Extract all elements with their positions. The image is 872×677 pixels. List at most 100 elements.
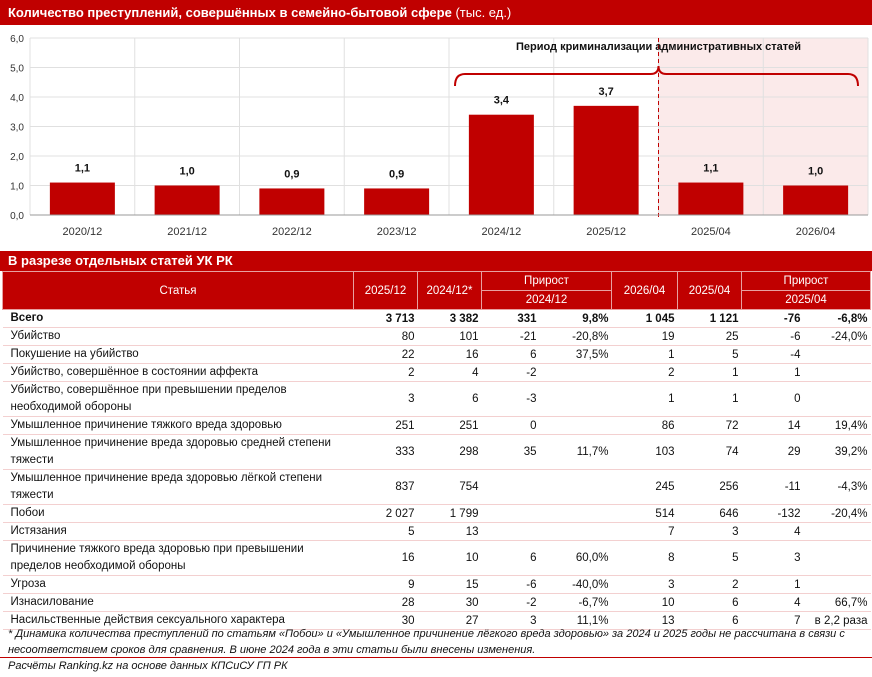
col-article: Статья bbox=[2, 271, 354, 310]
row-value-c: 6 bbox=[481, 345, 540, 364]
chart-title-unit: (тыс. ед.) bbox=[455, 5, 512, 20]
table-row: Убийство, совершённое при превышении пре… bbox=[2, 381, 871, 417]
row-value-e: 86 bbox=[611, 416, 678, 435]
col-growth-2-base: 2025/04 bbox=[741, 290, 871, 310]
row-value-e: 19 bbox=[611, 327, 678, 346]
row-value-g: -4 bbox=[741, 345, 804, 364]
row-value-b: 15 bbox=[417, 575, 482, 594]
row-value-d bbox=[539, 363, 612, 382]
row-value-e: 13 bbox=[611, 611, 678, 630]
row-value-g: 4 bbox=[741, 593, 804, 612]
row-value-d: -40,0% bbox=[539, 575, 612, 594]
row-value-g: 7 bbox=[741, 611, 804, 630]
x-tick-label: 2026/04 bbox=[796, 226, 836, 238]
row-value-f: 646 bbox=[677, 504, 742, 523]
row-value-a: 30 bbox=[353, 611, 418, 630]
row-value-d bbox=[539, 522, 612, 541]
row-value-f: 25 bbox=[677, 327, 742, 346]
y-tick-label: 5,0 bbox=[10, 64, 24, 75]
table-row: Угроза 9 15 -6 -40,0% 3 2 1 bbox=[2, 575, 871, 594]
bar-value-label: 3,4 bbox=[494, 95, 510, 107]
row-value-g: 14 bbox=[741, 416, 804, 435]
row-value-g: 3 bbox=[741, 540, 804, 576]
row-value-h bbox=[803, 540, 871, 576]
row-value-b: 3 382 bbox=[417, 309, 482, 328]
y-tick-label: 1,0 bbox=[10, 182, 24, 193]
x-tick-label: 2024/12 bbox=[481, 226, 521, 238]
table-row: Изнасилование 28 30 -2 -6,7% 10 6 4 66,7% bbox=[2, 593, 871, 612]
table-row: Побои 2 027 1 799 514 646 -132 -20,4% bbox=[2, 504, 871, 523]
row-value-g: 4 bbox=[741, 522, 804, 541]
row-article-name: Причинение тяжкого вреда здоровью при пр… bbox=[2, 540, 354, 576]
row-value-g: -6 bbox=[741, 327, 804, 346]
row-value-b: 298 bbox=[417, 434, 482, 470]
row-value-b: 101 bbox=[417, 327, 482, 346]
row-value-b: 4 bbox=[417, 363, 482, 382]
row-value-e: 7 bbox=[611, 522, 678, 541]
row-value-d: 9,8% bbox=[539, 309, 612, 328]
row-value-d bbox=[539, 381, 612, 417]
row-value-c: 35 bbox=[481, 434, 540, 470]
row-article-name: Угроза bbox=[2, 575, 354, 594]
table-title: В разрезе отдельных статей УК РК bbox=[8, 253, 233, 268]
col-growth-1: Прирост bbox=[481, 271, 612, 291]
row-article-name: Покушение на убийство bbox=[2, 345, 354, 364]
bar-value-label: 0,9 bbox=[284, 168, 299, 180]
row-value-e: 10 bbox=[611, 593, 678, 612]
row-value-e: 2 bbox=[611, 363, 678, 382]
row-value-e: 1 bbox=[611, 381, 678, 417]
row-value-g: -11 bbox=[741, 469, 804, 505]
row-value-b: 754 bbox=[417, 469, 482, 505]
chart-title: Количество преступлений, совершённых в с… bbox=[8, 5, 452, 20]
row-value-c: -21 bbox=[481, 327, 540, 346]
row-value-b: 10 bbox=[417, 540, 482, 576]
row-value-h: -4,3% bbox=[803, 469, 871, 505]
col-growth-1-base: 2024/12 bbox=[481, 290, 612, 310]
bar-value-label: 3,7 bbox=[598, 86, 613, 98]
row-article-name: Истязания bbox=[2, 522, 354, 541]
row-value-f: 5 bbox=[677, 540, 742, 576]
row-value-f: 6 bbox=[677, 611, 742, 630]
bar-value-label: 0,9 bbox=[389, 168, 404, 180]
row-article-name: Убийство bbox=[2, 327, 354, 346]
row-value-f: 74 bbox=[677, 434, 742, 470]
row-value-b: 16 bbox=[417, 345, 482, 364]
row-value-c: 331 bbox=[481, 309, 540, 328]
row-value-b: 13 bbox=[417, 522, 482, 541]
row-value-h: -24,0% bbox=[803, 327, 871, 346]
row-value-g: 1 bbox=[741, 363, 804, 382]
col-2025-04: 2025/04 bbox=[677, 271, 742, 310]
table-body: Всего 3 713 3 382 331 9,8% 1 045 1 121 -76 -6,8%… bbox=[2, 309, 871, 630]
row-article-name: Насильственные действия сексуального хар… bbox=[2, 611, 354, 630]
row-value-g: -132 bbox=[741, 504, 804, 523]
row-value-h bbox=[803, 575, 871, 594]
row-value-f: 1 121 bbox=[677, 309, 742, 328]
row-value-d bbox=[539, 504, 612, 523]
row-value-h: в 2,2 раза bbox=[803, 611, 871, 630]
row-value-a: 3 713 bbox=[353, 309, 418, 328]
row-value-h: -6,8% bbox=[803, 309, 871, 328]
row-value-a: 3 bbox=[353, 381, 418, 417]
row-value-e: 3 bbox=[611, 575, 678, 594]
row-value-a: 333 bbox=[353, 434, 418, 470]
row-value-a: 5 bbox=[353, 522, 418, 541]
bar-value-label: 1,0 bbox=[179, 166, 194, 178]
row-value-d: 60,0% bbox=[539, 540, 612, 576]
row-value-e: 103 bbox=[611, 434, 678, 470]
row-value-b: 1 799 bbox=[417, 504, 482, 523]
row-value-d: -6,7% bbox=[539, 593, 612, 612]
bar-value-label: 1,1 bbox=[703, 163, 718, 175]
row-value-a: 22 bbox=[353, 345, 418, 364]
bar-chart: 0,0 1,0 2,0 3,0 4,0 5,0 6,0 1,1 2020/12 1,0 2021/1… bbox=[0, 25, 872, 251]
col-2026-04: 2026/04 bbox=[611, 271, 678, 310]
row-value-c: -2 bbox=[481, 363, 540, 382]
row-value-b: 27 bbox=[417, 611, 482, 630]
row-value-h bbox=[803, 345, 871, 364]
row-value-a: 16 bbox=[353, 540, 418, 576]
row-value-g: 0 bbox=[741, 381, 804, 417]
row-value-c bbox=[481, 504, 540, 523]
bar-value-label: 1,0 bbox=[808, 166, 823, 178]
row-value-f: 1 bbox=[677, 381, 742, 417]
bar bbox=[468, 114, 534, 215]
period-bracket bbox=[454, 65, 859, 87]
